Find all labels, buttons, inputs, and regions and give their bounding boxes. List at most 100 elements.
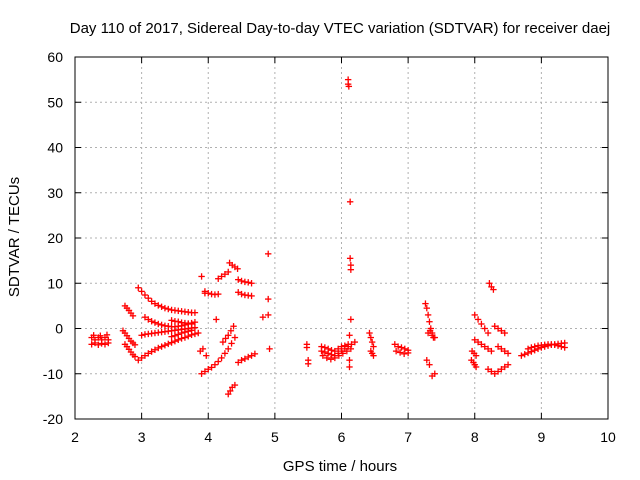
data-point [161,304,169,312]
data-point [494,325,502,332]
data-point [158,303,165,310]
data-series [219,323,237,346]
data-series [235,350,259,366]
data-series [424,327,438,341]
data-point [472,363,480,371]
data-point [331,347,339,355]
data-point [151,319,159,326]
data-point [265,311,272,319]
data-point [215,358,222,365]
data-point [498,366,505,373]
data-point [168,317,175,324]
data-point [185,328,192,335]
data-point [205,290,212,297]
data-point [213,316,220,323]
data-point [431,334,438,341]
axis-ticks: 2 3 4 5 6 7 8 9 10 -20 -10 0 10 20 30 40 50 60 [43,49,616,445]
data-point [347,266,355,273]
data-point [334,345,342,353]
data-point [426,327,434,334]
data-point [338,343,345,350]
data-point [227,387,234,395]
data-point [346,198,354,205]
data-point [235,359,242,366]
data-series [471,311,492,337]
x-tick-label: 10 [600,429,616,445]
data-point [175,331,182,338]
data-point [90,332,97,339]
data-point [339,350,347,357]
data-series [494,343,512,357]
data-point [225,345,232,353]
data-point [347,316,355,323]
data-point [351,338,359,346]
data-point [554,342,562,349]
data-point [191,309,199,316]
data-point [201,368,209,375]
data-point [129,312,137,320]
data-point [131,341,139,348]
data-point [141,291,149,299]
data-point [474,338,482,346]
data-point [103,331,111,339]
data-series [391,341,412,358]
data-points [88,76,568,398]
data-point [265,250,272,258]
data-point [235,276,242,283]
data-point [248,292,255,300]
data-point [344,341,352,348]
data-point [431,370,438,377]
data-point [481,325,488,332]
data-point [396,349,404,356]
data-point [251,350,259,358]
data-point [178,335,185,342]
data-point [426,361,433,368]
data-point [347,345,355,353]
data-series [524,341,568,353]
data-point [234,265,241,272]
data-point [245,279,252,286]
data-point [95,341,102,348]
data-point [561,344,568,351]
data-point [518,352,525,359]
y-tick-label: -10 [43,366,63,382]
x-tick-label: 5 [271,429,279,445]
data-point [404,349,412,357]
data-point [394,343,402,350]
data-point [97,332,104,339]
data-point [168,339,175,346]
data-point [105,339,112,347]
data-point [551,341,558,348]
data-point [501,329,508,337]
data-point [215,275,222,282]
data-series [484,361,512,377]
data-point [88,341,95,348]
data-point [531,343,538,350]
data-point [161,342,169,349]
data-point [471,311,478,319]
data-point [472,352,480,359]
data-point [208,364,215,371]
data-point [195,329,202,337]
data-point [135,284,142,291]
data-point [494,368,502,375]
data-point [331,354,339,362]
data-point [528,344,535,351]
data-point [151,300,159,307]
data-series [235,289,255,300]
data-point [238,290,245,298]
data-point [400,350,408,358]
data-point [218,354,225,362]
data-point [191,324,199,331]
data-point [370,352,377,359]
x-tick-label: 3 [138,429,146,445]
data-point [491,370,498,377]
data-point [215,290,222,298]
data-series [135,329,202,364]
data-point [345,83,353,90]
data-point [188,327,195,334]
x-tick-label: 2 [71,429,79,445]
data-point [328,347,335,354]
data-point [151,346,159,353]
